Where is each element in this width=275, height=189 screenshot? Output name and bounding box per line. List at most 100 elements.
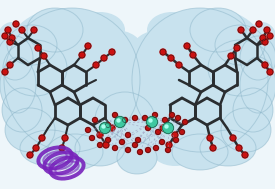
Circle shape (160, 49, 166, 55)
Circle shape (176, 62, 182, 68)
Ellipse shape (167, 18, 223, 62)
Circle shape (138, 149, 142, 154)
Ellipse shape (163, 10, 273, 134)
Circle shape (210, 145, 216, 151)
Ellipse shape (47, 134, 103, 170)
Ellipse shape (215, 25, 265, 65)
Ellipse shape (122, 103, 178, 147)
Circle shape (142, 115, 147, 121)
Circle shape (2, 69, 8, 75)
Circle shape (160, 139, 164, 145)
Circle shape (262, 39, 268, 45)
Circle shape (264, 27, 270, 33)
Ellipse shape (20, 130, 80, 166)
Circle shape (145, 147, 150, 153)
Ellipse shape (110, 108, 166, 152)
Circle shape (145, 125, 150, 130)
Ellipse shape (117, 142, 157, 174)
Circle shape (207, 135, 213, 141)
Ellipse shape (98, 100, 138, 136)
Circle shape (267, 33, 273, 39)
Circle shape (168, 55, 174, 61)
Circle shape (109, 125, 115, 131)
Ellipse shape (27, 8, 83, 52)
Circle shape (190, 52, 196, 58)
Circle shape (5, 27, 11, 33)
Ellipse shape (150, 130, 200, 166)
Ellipse shape (247, 22, 275, 58)
Circle shape (163, 122, 174, 133)
Ellipse shape (172, 134, 228, 170)
Ellipse shape (240, 57, 275, 113)
Ellipse shape (67, 38, 123, 82)
Circle shape (39, 135, 45, 141)
Ellipse shape (115, 130, 159, 166)
Ellipse shape (7, 25, 57, 65)
Ellipse shape (75, 12, 125, 48)
Circle shape (98, 143, 103, 147)
Ellipse shape (240, 36, 275, 80)
Circle shape (125, 132, 131, 138)
Circle shape (262, 62, 268, 68)
Circle shape (147, 116, 158, 128)
Ellipse shape (2, 88, 42, 132)
Circle shape (172, 132, 178, 138)
Ellipse shape (0, 10, 110, 134)
Circle shape (174, 138, 178, 143)
Circle shape (85, 43, 91, 49)
Ellipse shape (147, 12, 197, 48)
Circle shape (59, 145, 65, 151)
Circle shape (7, 62, 13, 68)
Ellipse shape (135, 100, 175, 136)
Circle shape (160, 125, 166, 131)
Circle shape (31, 27, 37, 33)
Ellipse shape (75, 130, 125, 166)
Circle shape (117, 119, 120, 122)
Ellipse shape (52, 18, 108, 62)
Circle shape (101, 55, 107, 61)
Circle shape (163, 118, 167, 122)
Circle shape (9, 35, 15, 41)
Ellipse shape (190, 8, 246, 52)
Circle shape (7, 39, 13, 45)
Circle shape (238, 27, 244, 33)
Circle shape (155, 129, 161, 135)
Circle shape (153, 112, 158, 118)
Circle shape (165, 125, 168, 128)
Circle shape (35, 45, 41, 51)
Circle shape (149, 119, 152, 122)
Ellipse shape (221, 108, 271, 152)
Circle shape (122, 118, 128, 122)
Circle shape (133, 143, 138, 147)
Ellipse shape (0, 22, 27, 58)
Circle shape (230, 135, 236, 141)
Circle shape (27, 152, 33, 158)
Circle shape (33, 145, 39, 151)
Ellipse shape (233, 88, 273, 132)
Circle shape (102, 125, 105, 128)
Ellipse shape (136, 117, 180, 153)
Circle shape (109, 49, 115, 55)
Circle shape (166, 147, 170, 153)
Circle shape (106, 138, 111, 143)
Ellipse shape (95, 92, 155, 148)
Ellipse shape (5, 108, 55, 152)
Ellipse shape (3, 40, 67, 96)
Ellipse shape (200, 130, 256, 166)
Circle shape (62, 135, 68, 141)
Circle shape (184, 43, 190, 49)
Ellipse shape (93, 117, 137, 153)
Circle shape (260, 35, 266, 41)
Circle shape (242, 152, 248, 158)
Circle shape (267, 69, 273, 75)
Circle shape (166, 142, 172, 148)
Circle shape (175, 115, 180, 121)
Ellipse shape (132, 8, 268, 152)
Circle shape (41, 53, 47, 59)
Circle shape (256, 21, 262, 27)
Circle shape (234, 45, 240, 51)
Circle shape (103, 142, 109, 148)
Circle shape (180, 129, 185, 135)
Ellipse shape (0, 57, 36, 113)
Circle shape (19, 27, 25, 33)
